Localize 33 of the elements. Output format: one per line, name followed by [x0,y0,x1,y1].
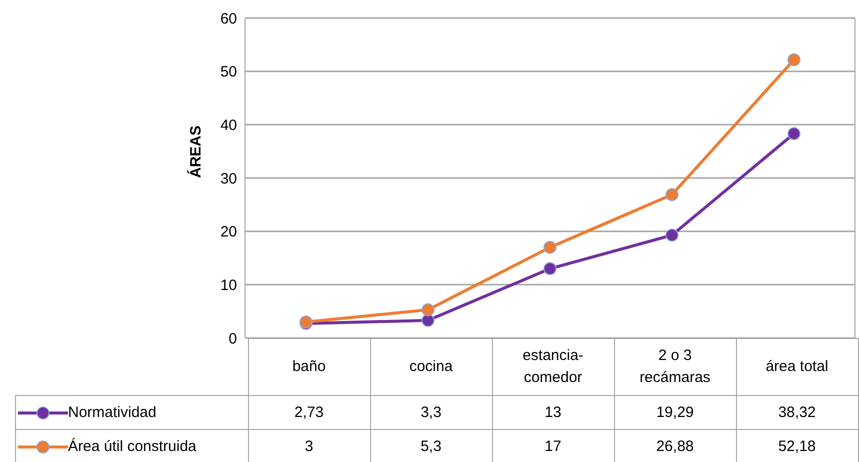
point [788,127,800,140]
x-tick-label: área total [736,338,858,396]
data-label: 3,3 [370,396,492,430]
data-label: 2,73 [248,396,370,430]
x-tick-label: baño [248,338,370,396]
point [666,228,678,242]
y-tick-label: 10 [220,276,237,294]
data-label: 52,18 [736,430,858,462]
point [788,53,800,66]
legend-label: Área útil construida [16,430,248,462]
x-tick-label: cocina [370,338,492,396]
y-axis-title: ÁREAS [186,125,204,178]
y-tick-label: 40 [220,116,237,134]
data-label: 3 [248,430,370,462]
point [422,303,434,316]
data-label: 38,32 [736,396,858,430]
data-label: 17 [492,430,614,462]
legend-label: Normatividad [16,396,248,430]
data-label: 19,29 [614,396,736,430]
y-tick-label: 30 [220,170,237,188]
point [544,262,556,276]
y-tick-label: 50 [220,64,237,81]
x-tick-label: 2 o 3 recámaras [614,338,736,396]
y-tick-label: 20 [220,224,237,241]
point [422,314,434,327]
data-label: 5,3 [370,430,492,462]
data-label: 13 [492,396,614,430]
y-tick-label: 60 [220,10,237,28]
x-tick-label: estancia- comedor [492,338,614,396]
y-tick-label: 0 [228,330,237,348]
point [666,188,678,202]
data-label: 26,88 [614,430,736,462]
point [544,240,556,254]
